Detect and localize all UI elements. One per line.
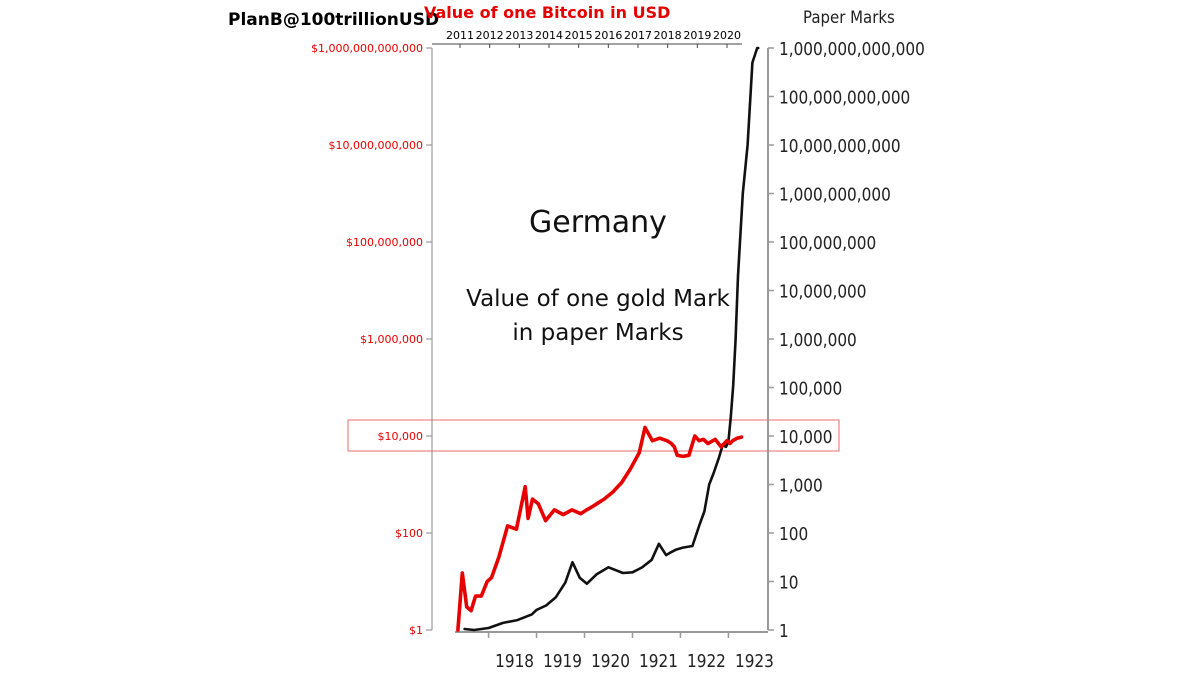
highlight-box (347, 419, 840, 452)
series-bitcoin-line (456, 425, 744, 632)
right-axis-tick-label: 1 (779, 620, 789, 642)
left-axis-tick-label: $1,000,000 (360, 333, 423, 346)
top-axis-tick-label: 2013 (505, 29, 533, 42)
right-axis-tick-label: 10 (779, 571, 798, 593)
bottom-axis-tick-label: 1922 (687, 650, 726, 672)
right-axis-tick-label: 100,000,000 (779, 232, 876, 254)
author-handle: PlanB@100trillionUSD (228, 10, 440, 30)
right-axis-tick-label: 10,000,000,000 (779, 135, 901, 157)
bottom-axis-tick-label: 1918 (495, 650, 534, 672)
series-paper-mark-line (463, 46, 760, 632)
left-axis-tick-label: $10,000,000,000 (329, 139, 423, 152)
bitcoin-axis-title: Value of one Bitcoin in USD (424, 3, 671, 22)
top-axis-tick-label: 2017 (624, 29, 652, 42)
top-axis-tick-label: 2019 (683, 29, 711, 42)
right-axis-tick-label: 100,000,000,000 (779, 86, 910, 108)
top-axis-tick-label: 2011 (446, 29, 474, 42)
right-axis-tick-label: 10,000,000 (779, 280, 867, 302)
paper-marks-axis-title: Paper Marks (803, 8, 895, 28)
top-axis-tick-label: 2018 (654, 29, 682, 42)
left-axis-tick-label: $1,000,000,000,000 (311, 42, 423, 55)
top-axis-tick-label: 2015 (565, 29, 593, 42)
right-axis-tick-label: 1,000,000,000 (779, 183, 891, 205)
top-axis-tick-label: 2014 (535, 29, 563, 42)
top-axis-tick-label: 2012 (476, 29, 504, 42)
left-axis-tick-label: $100 (395, 527, 423, 540)
bottom-axis-tick-label: 1920 (591, 650, 630, 672)
left-axis-tick-label: $1 (409, 624, 423, 637)
top-axis-tick-label: 2016 (594, 29, 622, 42)
right-axis-tick-label: 1,000 (779, 474, 823, 496)
chart-subtitle-line2: in paper Marks (512, 320, 684, 346)
bottom-axis-tick-label: 1921 (639, 650, 678, 672)
bottom-axis-tick-label: 1919 (543, 650, 582, 672)
left-axis-tick-label: $100,000,000 (346, 236, 423, 249)
right-axis-tick-label: 1,000,000,000,000 (779, 38, 925, 60)
top-axis-tick-label: 2020 (713, 29, 741, 42)
country-label: Germany (529, 205, 667, 240)
left-axis-tick-label: $10,000 (378, 430, 424, 443)
chart-subtitle-line1: Value of one gold Mark (466, 286, 730, 312)
right-axis-tick-label: 10,000 (779, 426, 832, 448)
bottom-axis-tick-label: 1923 (735, 650, 774, 672)
right-axis-tick-label: 100 (779, 523, 808, 545)
right-axis-tick-label: 100,000 (779, 377, 842, 399)
chart-subtitle: Value of one gold Mark in paper Marks (418, 282, 778, 350)
right-axis-tick-label: 1,000,000 (779, 329, 857, 351)
